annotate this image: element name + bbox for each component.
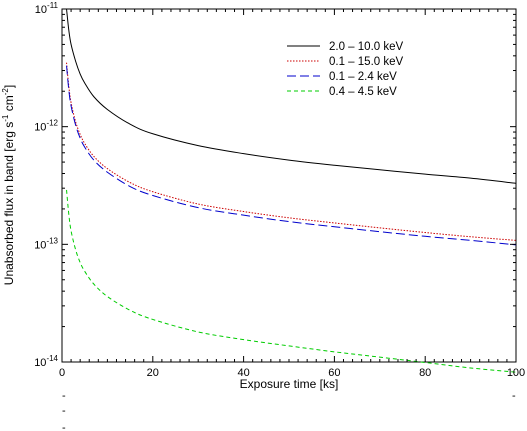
y-axis-label-close: ] (2, 85, 16, 88)
x-tick-label: 0 (59, 367, 65, 379)
legend-label-4: 0.4 – 4.5 keV (329, 86, 397, 98)
x-axis-label: Exposure time [ks] (240, 377, 339, 391)
y-tick-label: 10-12 (34, 119, 58, 134)
stray-mark: - (512, 390, 516, 402)
x-tick-label: 60 (328, 367, 340, 379)
x-tick-label: 100 (507, 367, 525, 379)
legend-label-2: 0.1 – 15.0 keV (329, 56, 403, 68)
tick-layer (61, 8, 517, 363)
legend-label-1: 2.0 – 10.0 keV (329, 41, 403, 53)
stray-mark: - (62, 422, 66, 431)
x-tick-label: 40 (237, 367, 249, 379)
series-layer (66, 8, 517, 373)
x-tick-label: 20 (147, 367, 159, 379)
x-tick-label: 80 (419, 367, 431, 379)
legend: 2.0 – 10.0 keV 0.1 – 15.0 keV 0.1 – 2.4 ke… (287, 41, 403, 98)
stray-mark: - (62, 405, 66, 417)
series-line-1 (66, 8, 517, 184)
plot-frame (61, 8, 517, 363)
y-tick-label: 10-11 (35, 1, 59, 16)
y-axis-label-main: Unabsorbed flux in band [erg s (2, 122, 16, 285)
y-axis-label: Unabsorbed flux in band [erg s-1 cm-2] (1, 85, 16, 285)
plot-area (61, 8, 517, 373)
y-axis-label-exp1: -1 (1, 114, 10, 122)
y-tick-label: 10-14 (34, 354, 58, 369)
stray-marks: - - - - (62, 390, 516, 431)
series-line-3 (66, 65, 517, 246)
y-tick-labels: 10-14 10-13 10-12 10-11 (34, 1, 58, 369)
y-tick-label: 10-13 (34, 236, 58, 251)
series-line-2 (66, 62, 517, 241)
y-axis-label-cm: cm (2, 95, 16, 114)
legend-label-3: 0.1 – 2.4 keV (329, 71, 397, 83)
series-line-4 (66, 189, 517, 373)
y-axis-label-exp2: -2 (1, 88, 10, 96)
stray-mark: - (62, 390, 66, 402)
x-tick-labels: 0 20 40 60 80 100 (59, 367, 525, 379)
